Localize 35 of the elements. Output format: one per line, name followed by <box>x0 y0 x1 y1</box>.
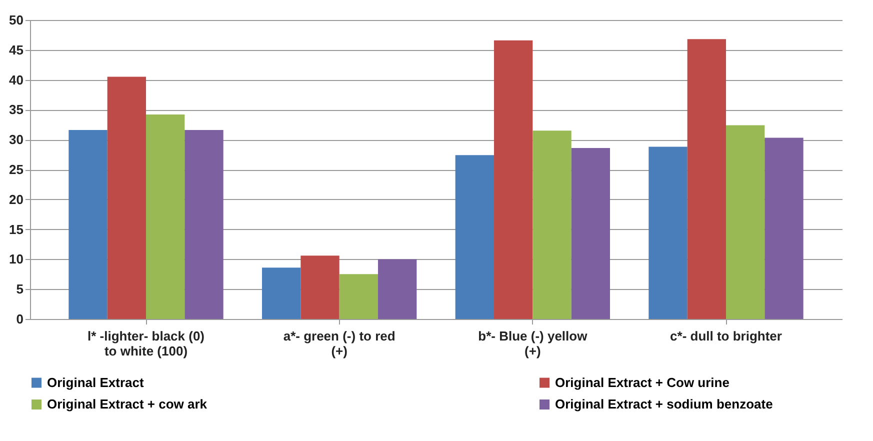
y-tick-label: 45 <box>9 42 24 58</box>
y-tick-label: 15 <box>9 222 24 237</box>
bar <box>571 148 610 319</box>
legend-label: Original Extract <box>47 374 144 390</box>
bar <box>68 130 108 319</box>
bar <box>184 130 224 319</box>
bar <box>532 130 572 319</box>
x-tick-label: l* -lighter- black (0) to white (100) <box>87 328 205 358</box>
x-tick-label: c*- dull to brighter <box>670 328 782 344</box>
x-tick-label: a*- green (-) to red (+) <box>283 328 396 358</box>
y-tick-label: 10 <box>9 252 24 267</box>
bar <box>494 40 533 319</box>
y-tick-label: 40 <box>9 72 24 88</box>
x-tick-label: b*- Blue (-) yellow (+) <box>478 328 588 358</box>
y-tick-label: 5 <box>16 282 24 297</box>
bar <box>107 76 146 319</box>
y-tick-label: 0 <box>16 312 24 326</box>
bar <box>262 268 301 319</box>
bar <box>378 259 417 319</box>
y-tick-label: 30 <box>9 132 24 148</box>
bar <box>300 256 340 319</box>
y-tick-label: 25 <box>9 162 24 177</box>
bar <box>687 39 726 319</box>
y-tick-label: 50 <box>9 12 24 28</box>
bar <box>726 125 765 319</box>
bar <box>146 114 185 319</box>
legend-label: Original Extract + sodium benzoate <box>555 396 773 412</box>
y-tick-label: 20 <box>9 192 24 207</box>
legend-label: Original Extract + cow ark <box>47 396 208 412</box>
bar <box>339 274 378 319</box>
legend-label: Original Extract + Cow urine <box>555 374 730 390</box>
bar <box>764 138 804 319</box>
y-tick-label: 35 <box>9 102 24 118</box>
bar <box>648 146 688 319</box>
bar <box>455 155 494 319</box>
